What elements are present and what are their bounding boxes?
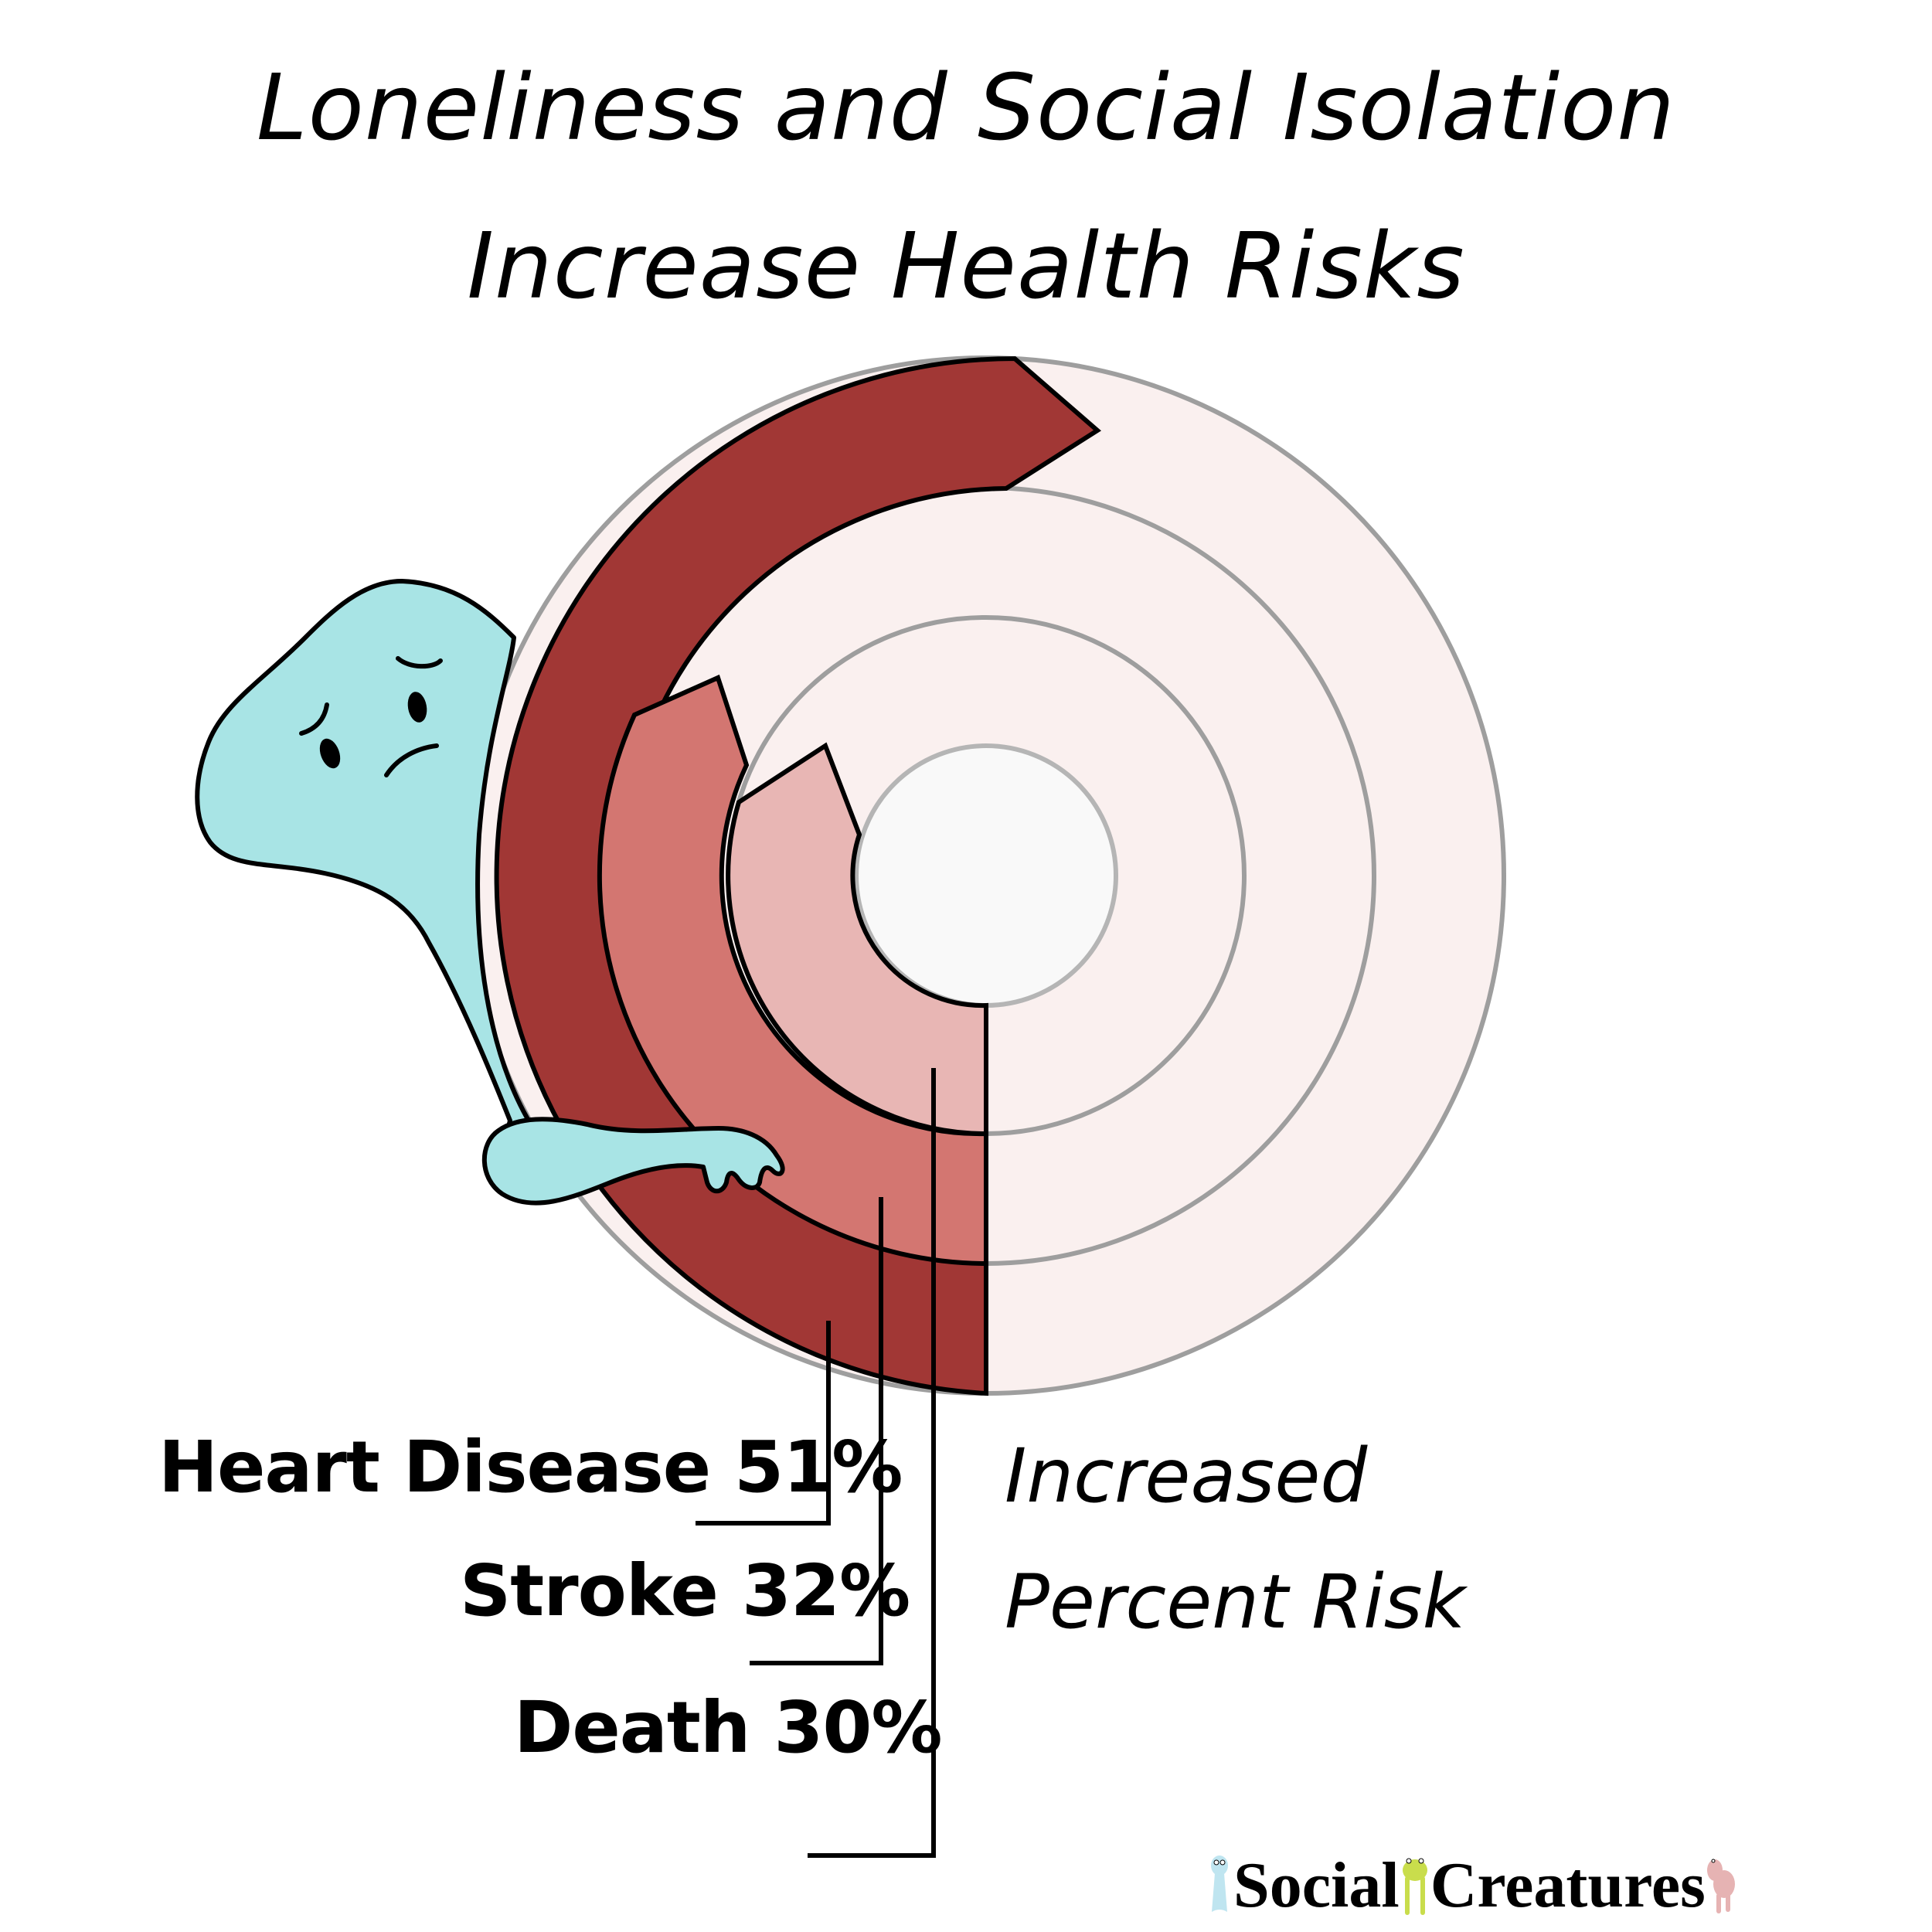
bar-death: [726, 742, 988, 1137]
leader-lines: [696, 1068, 936, 1858]
creature-eye-right: [407, 692, 427, 723]
creature-eye-left: [319, 738, 341, 769]
creature-arm: [481, 1117, 785, 1206]
label-heart-disease: Heart Disease 51%: [158, 1426, 903, 1509]
sad-creature-illustration: [195, 579, 785, 1206]
brand-word-creatures: Creatures: [1430, 1849, 1706, 1921]
chart-title-line-2: Increase Health Risks: [467, 213, 1465, 319]
leader-stroke: [750, 1197, 883, 1665]
label-stroke: Stroke 32%: [460, 1549, 910, 1632]
creature-brow-left: [299, 702, 329, 736]
leader-heart-disease: [696, 1321, 831, 1526]
legend-note-line-1: Increased: [1005, 1433, 1368, 1519]
blue-creature-icon: [1211, 1855, 1228, 1912]
leader-death: [808, 1068, 936, 1858]
creature-mouth: [384, 743, 439, 777]
brand-logo: Social Creatures: [1206, 1851, 1736, 1920]
creature-body: [195, 579, 638, 1154]
label-death: Death 30%: [514, 1686, 943, 1769]
pink-creature-icon: [1706, 1859, 1735, 1913]
green-creature-icon: [1402, 1858, 1427, 1915]
creature-brow-right: [396, 656, 443, 669]
bar-stroke: [597, 674, 988, 1267]
center-disc: [854, 743, 1118, 1008]
legend-note-line-2: Percent Risk: [1005, 1559, 1466, 1645]
chart-title-line-1: Loneliness and Social Isolation: [256, 54, 1676, 161]
brand-word-social: Social: [1233, 1849, 1400, 1921]
